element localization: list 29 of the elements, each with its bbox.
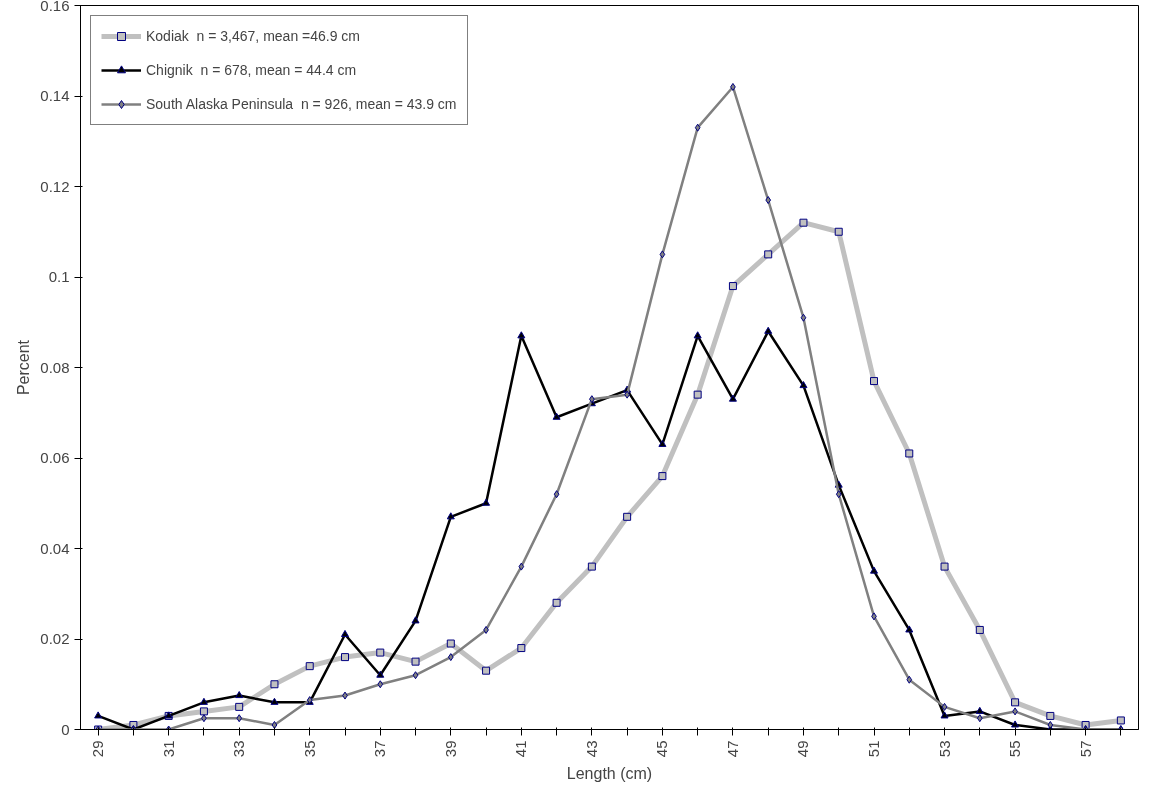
x-tick-label: 43 — [582, 740, 600, 758]
y-tick-label: 0.1 — [48, 268, 70, 285]
x-tick-label: 39 — [441, 740, 459, 758]
x-tick-label: 45 — [653, 740, 671, 758]
x-tick-label: 31 — [159, 740, 177, 758]
x-tick-label: 47 — [723, 740, 741, 758]
y-tick-label: 0.08 — [40, 358, 70, 376]
x-tick-label: 33 — [230, 740, 248, 758]
x-tick-label: 35 — [300, 740, 318, 758]
y-tick-label: 0.12 — [40, 177, 70, 195]
x-tick-label: 55 — [1006, 740, 1024, 758]
x-tick-label: 49 — [794, 740, 812, 758]
legend-label: Kodiak n = 3,467, mean =46.9 cm — [146, 28, 361, 44]
y-tick-label: 0.14 — [40, 87, 70, 104]
x-tick-label: 37 — [371, 740, 389, 758]
y-axis-title: Percent — [15, 339, 33, 396]
x-axis-title: Length (cm) — [566, 765, 653, 783]
x-tick-label: 51 — [865, 740, 882, 758]
x-tick-label: 29 — [89, 740, 107, 758]
x-tick-label: 53 — [935, 740, 953, 758]
y-tick-label: 0.02 — [40, 630, 70, 647]
y-tick-label: 0 — [61, 720, 70, 738]
y-tick-label: 0.06 — [40, 449, 70, 466]
x-tick-label: 41 — [512, 740, 530, 758]
x-tick-label: 57 — [1076, 740, 1094, 758]
y-tick-label: 0.16 — [40, 0, 70, 14]
legend-label: South Alaska Peninsula n = 926, mean = 43.9 cm — [146, 96, 457, 112]
y-tick-label: 0.04 — [40, 539, 70, 557]
legend-label: Chignik n = 678, mean = 44.4 cm — [146, 62, 357, 78]
